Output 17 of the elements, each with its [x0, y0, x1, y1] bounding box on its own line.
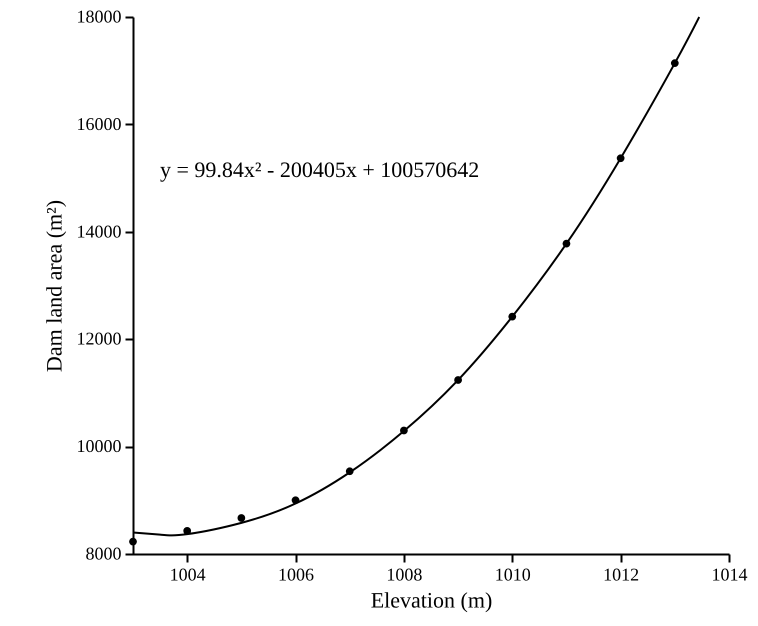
x-tick-label: 1014: [712, 564, 748, 584]
y-tick-label: 10000: [76, 436, 122, 456]
y-tick-label: 8000: [86, 544, 122, 564]
x-tick-label: 1008: [386, 564, 422, 584]
y-axis-title: Dam land area (m²): [42, 200, 66, 372]
y-tick-label: 18000: [76, 6, 122, 26]
y-tick-label: 14000: [76, 221, 122, 242]
x-tick-label: 1006: [278, 564, 314, 584]
x-tick-label: 1004: [170, 564, 206, 584]
x-tick-label: 1010: [494, 564, 531, 584]
point: [237, 514, 246, 522]
point: [129, 538, 137, 546]
y-tick-label: 12000: [76, 328, 122, 349]
annotation: y = 99.84x² - 200405x + 100570642: [160, 157, 480, 182]
x-axis-title: Elevation (m): [370, 588, 492, 612]
y-tick-label: 16000: [76, 114, 122, 134]
x-tick-label: 1012: [603, 564, 640, 584]
